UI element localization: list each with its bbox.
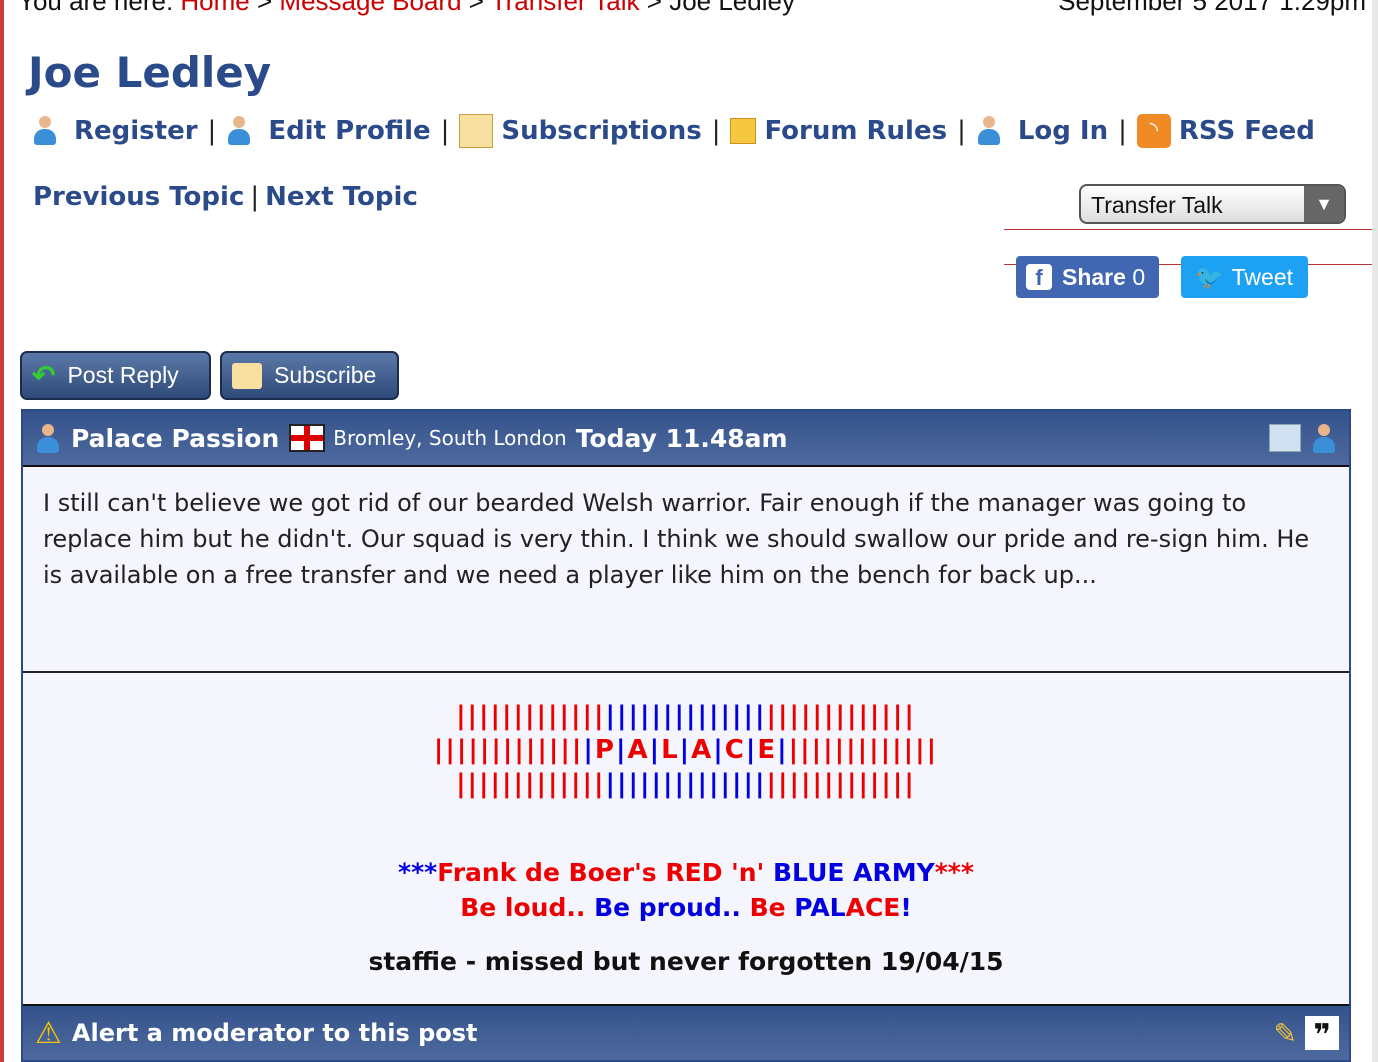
slogan-part: PAL <box>794 893 846 922</box>
post-reply-button[interactable]: ↶ Post Reply <box>20 351 211 400</box>
previous-topic-link[interactable]: Previous Topic <box>33 182 245 212</box>
breadcrumb-sep: > <box>646 0 662 16</box>
page-title: Joe Ledley <box>28 48 272 97</box>
private-message-icon[interactable] <box>1269 424 1301 452</box>
red-bars: ||||||||||||| <box>433 735 584 765</box>
breadcrumb-home[interactable]: Home <box>180 0 250 16</box>
current-datetime: September 5 2017 1:29pm <box>1058 0 1366 16</box>
forum-post: Palace Passion Bromley, South London Tod… <box>21 409 1351 1062</box>
post-body: I still can't believe we got rid of our … <box>23 465 1349 673</box>
subscribe-label: Subscribe <box>274 362 377 388</box>
palace-letter: A <box>691 735 714 765</box>
red-bars: ||||||||||||| <box>788 735 939 765</box>
palace-letter: P <box>594 735 616 765</box>
rss-feed-link[interactable]: RSS Feed <box>1178 116 1315 146</box>
red-bars: ||||||||||||| <box>456 701 606 731</box>
rss-icon: ◝ <box>1136 114 1171 148</box>
user-add-icon <box>32 114 66 148</box>
forum-rules-link[interactable]: Forum Rules <box>764 116 948 146</box>
post-header: Palace Passion Bromley, South London Tod… <box>23 411 1349 465</box>
warning-icon: ⚠ <box>35 1015 62 1051</box>
breadcrumb: You are here: Home > Message Board > Tra… <box>18 0 795 17</box>
breadcrumb-transfer-talk[interactable]: Transfer Talk <box>490 0 640 16</box>
facebook-share-button[interactable]: f Share 0 <box>1016 256 1159 298</box>
forum-select[interactable]: Transfer Talk ▼ <box>1079 184 1346 224</box>
breadcrumb-prefix: You are here: <box>18 0 174 16</box>
scrollbar[interactable] <box>1372 0 1378 1062</box>
breadcrumb-current: Joe Ledley <box>669 0 795 16</box>
log-in-link[interactable]: Log In <box>1017 116 1109 146</box>
folder-add-icon <box>232 362 262 389</box>
post-location: Bromley, South London <box>333 426 567 450</box>
facebook-icon: f <box>1026 264 1052 290</box>
blue-bars: |||||||||||||| <box>605 769 767 799</box>
tweet-button[interactable]: 🐦 Tweet <box>1181 256 1308 298</box>
palace-letter: L <box>661 735 680 765</box>
alert-moderator-link[interactable]: Alert a moderator to this post <box>71 1019 478 1047</box>
twitter-bird-icon: 🐦 <box>1195 263 1224 290</box>
red-bars: ||||||||||||| <box>456 769 606 799</box>
post-reply-label: Post Reply <box>67 362 179 388</box>
next-topic-link[interactable]: Next Topic <box>265 182 418 212</box>
england-flag-icon <box>289 424 326 452</box>
forum-select-value: Transfer Talk <box>1091 192 1223 218</box>
signature-bars: ||||||||||||||||||||||||||||||||||||||||… <box>433 701 939 799</box>
register-link[interactable]: Register <box>74 116 198 146</box>
palace-letter: A <box>627 735 650 765</box>
note-icon <box>730 118 757 144</box>
post-signature: ||||||||||||||||||||||||||||||||||||||||… <box>23 699 1349 976</box>
chevron-down-icon: ▼ <box>1304 186 1344 222</box>
breadcrumb-sep: > <box>257 0 273 16</box>
subscribe-button[interactable]: Subscribe <box>220 351 399 400</box>
add-buddy-icon[interactable] <box>1311 422 1337 454</box>
breadcrumb-message-board[interactable]: Message Board <box>279 0 462 16</box>
breadcrumb-sep: > <box>468 0 484 16</box>
topic-nav: Previous Topic | Next Topic <box>33 182 418 212</box>
palace-letter: E <box>757 735 778 765</box>
signature-memorial: staffie - missed but never forgotten 19/… <box>368 947 1004 976</box>
user-login-icon <box>976 114 1010 148</box>
quote-icon[interactable]: ❞ <box>1305 1016 1339 1053</box>
slogan-part: Be loud.. <box>460 893 595 922</box>
subscriptions-link[interactable]: Subscriptions <box>501 116 702 146</box>
folder-icon <box>459 114 494 148</box>
slogan-part: ACE <box>845 893 901 922</box>
share-count: 0 <box>1132 263 1146 290</box>
palace-letter: C <box>724 735 746 765</box>
post-time: Today 11.48am <box>575 423 788 453</box>
page-left-border <box>0 0 4 1062</box>
user-nav: Register | Edit Profile | Subscriptions | F… <box>32 114 1315 148</box>
post-footer: ⚠ Alert a moderator to this post ✎ ❞ <box>23 1004 1349 1060</box>
edit-profile-link[interactable]: Edit Profile <box>268 116 431 146</box>
blue-bars: |||||||||||||| <box>605 701 767 731</box>
slogan-part: BLUE ARMY <box>772 858 935 887</box>
tweet-label: Tweet <box>1231 263 1294 290</box>
user-icon <box>35 422 61 454</box>
slogan-part: Frank de Boer's RED 'n' <box>437 858 773 887</box>
share-label: Share <box>1062 263 1126 290</box>
red-bars: ||||||||||||| <box>766 769 916 799</box>
post-author[interactable]: Palace Passion <box>71 423 280 453</box>
slogan-part: Be proud.. <box>594 893 750 922</box>
slogan-part: *** <box>398 858 438 887</box>
slogan-part: Be <box>749 893 795 922</box>
signature-slogan: ***Frank de Boer's RED 'n' BLUE ARMY*** … <box>23 855 1349 925</box>
user-edit-icon <box>226 114 260 148</box>
red-bars: ||||||||||||| <box>766 701 916 731</box>
reply-arrow-icon: ↶ <box>32 360 56 391</box>
divider <box>1004 229 1372 230</box>
edit-pencil-icon[interactable]: ✎ <box>1273 1016 1297 1050</box>
slogan-part: *** <box>934 858 974 887</box>
slogan-part: ! <box>900 893 912 922</box>
